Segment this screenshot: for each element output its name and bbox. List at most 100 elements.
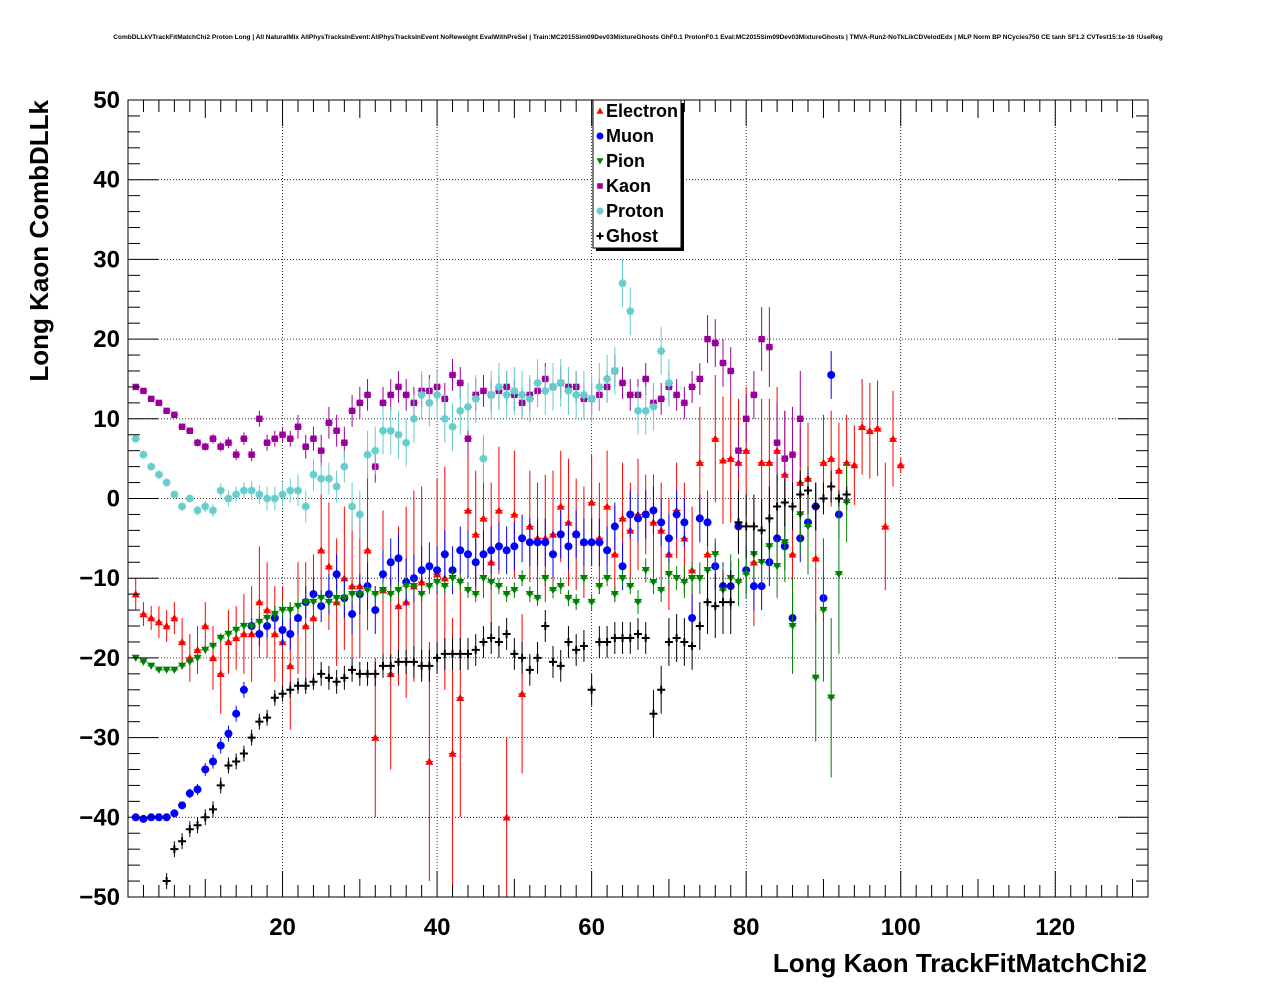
data-point: [456, 406, 465, 415]
data-point: [386, 426, 395, 435]
data-point: [742, 522, 751, 531]
data-point: [719, 598, 727, 607]
axes: 20 40 60 80 100 120 −50 −40 −30 −20 −10 0 10 20 30 40 50: [79, 87, 1148, 941]
data-point: [341, 439, 348, 446]
data-point: [154, 666, 163, 674]
data-point: [216, 486, 225, 495]
data-point: [162, 622, 171, 630]
data-point: [155, 399, 163, 407]
y-tick-label: 10: [93, 406, 120, 433]
data-point: [170, 490, 179, 499]
data-point: [278, 626, 287, 635]
data-point: [819, 458, 828, 466]
y-tick-label: 40: [93, 167, 120, 194]
data-point: [425, 398, 434, 407]
data-point: [255, 629, 264, 638]
data-point: [409, 414, 418, 423]
data-point: [595, 582, 604, 591]
data-point: [340, 673, 349, 682]
data-point: [185, 789, 194, 798]
data-point: [688, 641, 697, 650]
data-point: [518, 689, 527, 697]
data-point: [618, 575, 627, 583]
data-point: [649, 578, 658, 587]
data-point: [364, 391, 371, 399]
data-point: [170, 666, 179, 674]
data-point: [595, 382, 604, 391]
data-point: [139, 658, 148, 666]
data-point: [278, 689, 287, 698]
data-point: [610, 590, 619, 599]
data-point: [518, 390, 527, 399]
data-point: [240, 435, 248, 442]
data-point: [239, 629, 248, 638]
data-point: [448, 749, 457, 757]
data-point: [494, 382, 503, 391]
data-point: [147, 395, 155, 403]
data-point: [780, 498, 789, 507]
data-point: [154, 618, 163, 626]
data-point: [216, 669, 225, 678]
data-point: [549, 586, 557, 595]
data-point: [479, 637, 488, 646]
data-point: [502, 546, 511, 555]
data-point: [147, 614, 156, 622]
data-point: [834, 466, 843, 474]
data-point: [409, 582, 418, 591]
data-point: [186, 427, 194, 434]
data-point: [757, 458, 766, 466]
data-point: [827, 482, 836, 491]
data-point: [518, 534, 527, 543]
data-point: [603, 575, 612, 583]
data-point: [788, 550, 797, 558]
data-point: [572, 530, 581, 539]
data-point: [449, 371, 456, 379]
data-point: [695, 575, 704, 583]
data-point: [356, 399, 364, 407]
data-point: [379, 399, 387, 407]
series-muon: [131, 351, 843, 823]
data-point: [224, 637, 233, 646]
data-point: [572, 645, 581, 654]
data-point: [618, 279, 627, 288]
data-point: [440, 649, 449, 658]
data-point: [564, 542, 573, 551]
data-point: [286, 685, 295, 694]
x-tick-label: 60: [578, 914, 605, 941]
data-point: [255, 598, 264, 606]
data-point: [579, 641, 588, 650]
data-point: [317, 546, 326, 554]
data-point: [688, 383, 696, 391]
data-point: [587, 598, 596, 607]
data-point: [579, 538, 588, 547]
data-point: [386, 590, 395, 599]
data-point: [556, 582, 565, 591]
y-tick-label: 30: [93, 246, 120, 273]
legend-label: Ghost: [606, 226, 658, 246]
data-point: [657, 518, 666, 527]
data-point: [440, 582, 449, 591]
data-point: [510, 510, 519, 518]
data-point: [618, 514, 627, 522]
data-point: [533, 594, 542, 603]
data-point: [456, 578, 465, 587]
data-point: [371, 733, 380, 741]
data-point: [711, 551, 720, 559]
data-point: [209, 642, 217, 650]
data-point: [587, 538, 596, 547]
data-point: [324, 598, 333, 607]
data-point: [333, 427, 340, 434]
data-point: [247, 622, 256, 631]
data-point: [263, 606, 272, 614]
data-point: [131, 434, 140, 443]
data-point: [827, 694, 836, 702]
series-ghost: [162, 466, 851, 890]
data-point: [270, 610, 279, 619]
data-point: [788, 622, 797, 631]
data-point: [711, 434, 720, 442]
legend: Electron Muon Pion Kaon Proton Ghost: [592, 99, 684, 251]
y-tick-label: 0: [107, 486, 120, 513]
data-point: [456, 693, 465, 701]
data-point: [363, 450, 372, 459]
data-point: [804, 523, 812, 531]
